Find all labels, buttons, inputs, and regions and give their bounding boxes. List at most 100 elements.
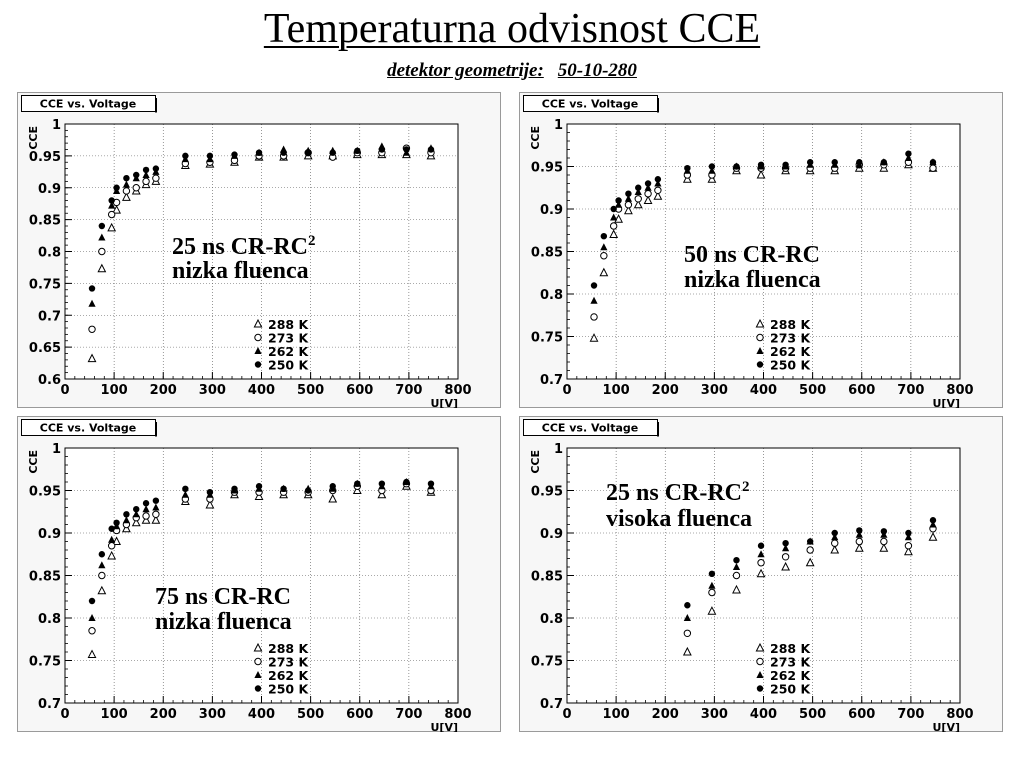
data-point-262k xyxy=(122,180,131,188)
data-point-250k xyxy=(280,149,287,156)
data-point-262k xyxy=(98,233,106,241)
y-tick-label: 0.75 xyxy=(531,331,563,346)
data-point-288k xyxy=(633,199,643,209)
data-point-288k xyxy=(682,646,692,656)
data-point-250k xyxy=(831,159,838,166)
annotation-superscript: 2 xyxy=(742,479,750,495)
y-tick-label: 0.95 xyxy=(531,161,563,176)
data-point-250k xyxy=(427,480,435,487)
data-point-288k xyxy=(328,493,338,503)
data-point-288k xyxy=(589,333,599,342)
chart-title: CCE vs. Voltage xyxy=(40,98,136,111)
y-tick-label: 0.85 xyxy=(531,570,563,585)
x-tick-label: 800 xyxy=(444,383,471,398)
data-point-288k xyxy=(254,491,264,500)
data-point-273k xyxy=(88,325,96,333)
data-point-250k xyxy=(644,180,652,187)
y-tick-label: 0.75 xyxy=(29,277,61,292)
data-point-250k xyxy=(152,165,160,172)
legend-marker xyxy=(254,347,262,354)
data-point-262k xyxy=(757,550,765,558)
data-point-250k xyxy=(625,190,632,197)
annotation-line-1: 75 ns CR-RC xyxy=(155,584,291,610)
data-point-288k xyxy=(903,546,913,556)
legend-marker xyxy=(756,671,764,678)
annotation-superscript: 2 xyxy=(308,233,316,249)
y-tick-label: 0.8 xyxy=(38,612,61,627)
y-tick-label: 0.85 xyxy=(531,246,563,261)
chart-panel-top-left: 0 100 200 300 400 500 600 700 800 0.6 0.65 0.7 0.75 0… xyxy=(17,92,501,408)
x-tick-label: 100 xyxy=(101,707,128,722)
data-point-288k xyxy=(599,267,609,277)
data-point-288k xyxy=(623,205,633,215)
data-point-262k xyxy=(98,561,106,569)
data-point-288k xyxy=(781,561,791,571)
legend-label: 273 K xyxy=(268,655,309,670)
data-point-273k xyxy=(831,539,839,547)
data-point-288k xyxy=(609,229,619,238)
data-point-288k xyxy=(643,195,653,204)
x-tick-label: 400 xyxy=(248,383,275,398)
data-point-250k xyxy=(206,489,214,496)
data-point-250k xyxy=(304,149,312,156)
data-point-262k xyxy=(855,530,863,538)
x-tick-label: 300 xyxy=(701,383,728,398)
data-point-262k xyxy=(88,614,96,621)
data-point-250k xyxy=(403,478,410,486)
subtitle-label: detektor geometrije: xyxy=(387,60,544,81)
data-point-262k xyxy=(122,516,131,524)
legend-marker xyxy=(254,671,262,678)
x-tick-label: 300 xyxy=(199,707,226,722)
data-point-250k xyxy=(255,149,263,156)
data-point-250k xyxy=(152,497,160,504)
data-point-250k xyxy=(255,483,263,490)
data-point-250k xyxy=(123,174,130,182)
x-tick-label: 400 xyxy=(750,707,777,722)
data-point-250k xyxy=(856,159,863,166)
annotation-line-2: nizka fluenca xyxy=(155,609,292,635)
data-point-273k xyxy=(624,201,633,209)
data-point-273k xyxy=(88,627,96,635)
x-axis-label: U[V] xyxy=(933,397,961,408)
x-tick-label: 700 xyxy=(897,383,924,398)
legend-label: 288 K xyxy=(770,641,811,656)
data-point-273k xyxy=(644,190,652,198)
data-point-288k xyxy=(107,222,117,232)
data-point-250k xyxy=(684,602,691,609)
data-point-273k xyxy=(609,222,618,230)
y-tick-label: 0.9 xyxy=(38,182,61,197)
legend-marker xyxy=(756,347,764,354)
data-point-273k xyxy=(152,510,160,519)
data-point-250k xyxy=(182,485,189,492)
data-point-288k xyxy=(377,489,387,499)
x-tick-label: 500 xyxy=(799,707,826,722)
data-point-288k xyxy=(707,606,717,615)
y-tick-label: 1 xyxy=(554,118,563,133)
data-point-250k xyxy=(905,529,912,537)
data-point-250k xyxy=(635,184,642,191)
data-point-262k xyxy=(654,179,662,187)
page-subtitle: detektor geometrije: 50-10-280 xyxy=(0,60,1024,82)
legend-label: 250 K xyxy=(770,358,811,373)
x-tick-label: 800 xyxy=(444,707,471,722)
data-point-273k xyxy=(654,186,662,195)
data-point-250k xyxy=(123,511,130,518)
data-point-250k xyxy=(206,152,214,160)
y-axis-label: CCE xyxy=(529,450,542,474)
x-tick-label: 500 xyxy=(799,383,826,398)
data-point-262k xyxy=(904,533,913,541)
page-title: Temperaturna odvisnost CCE xyxy=(263,6,761,52)
data-point-273k xyxy=(132,184,140,192)
data-point-262k xyxy=(634,188,642,195)
data-point-288k xyxy=(112,204,122,214)
data-point-288k xyxy=(205,499,215,509)
data-point-250k xyxy=(88,285,96,292)
data-point-250k xyxy=(108,525,115,532)
x-tick-label: 0 xyxy=(60,383,69,398)
x-tick-label: 600 xyxy=(848,707,875,722)
x-tick-label: 0 xyxy=(60,707,69,722)
legend-label: 262 K xyxy=(770,668,811,683)
data-point-288k xyxy=(830,544,840,554)
legend-label: 288 K xyxy=(770,317,811,332)
data-point-250k xyxy=(654,176,662,183)
